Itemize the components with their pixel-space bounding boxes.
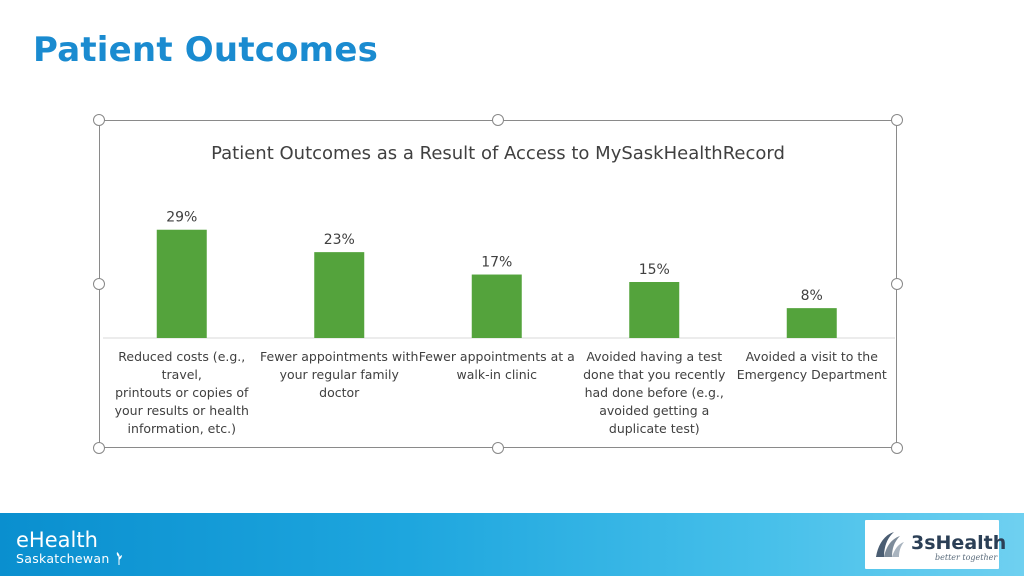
- category-label-5: Avoided a visit to the Emergency Departme…: [732, 348, 892, 384]
- category-label-line: walk-in clinic: [456, 367, 538, 382]
- chart-title: Patient Outcomes as a Result of Access t…: [211, 143, 785, 164]
- wheat-icon: [116, 552, 122, 565]
- category-label-line: avoided getting a: [599, 403, 710, 418]
- resize-handle[interactable]: [891, 442, 903, 454]
- resize-handle[interactable]: [93, 442, 105, 454]
- data-label-4: 15%: [639, 262, 670, 278]
- slide-title: Patient Outcomes: [33, 30, 379, 70]
- category-label-line: printouts or copies of: [115, 385, 249, 400]
- category-label-4: Avoided having a test done that you recen…: [574, 348, 734, 438]
- data-label-1: 29%: [166, 210, 197, 226]
- chart-frame[interactable]: Patient Outcomes as a Result of Access t…: [99, 120, 897, 448]
- bar-1[interactable]: [156, 229, 207, 338]
- partner-logo: 3sHealth better together: [865, 520, 1006, 569]
- bar-4[interactable]: [629, 282, 680, 338]
- resize-handle[interactable]: [891, 278, 903, 290]
- category-label-line: Fewer appointments with: [260, 349, 419, 364]
- category-label-line: Avoided a visit to the: [745, 349, 878, 364]
- chart-plot-area: 29% 23% 17% 15% 8%: [103, 210, 895, 339]
- bar-2[interactable]: [314, 252, 365, 338]
- partner-tagline: better together: [935, 553, 998, 562]
- footer-bar: eHealth Saskatchewan 3sHealth better tog…: [0, 513, 1024, 576]
- category-label-1: Reduced costs (e.g., travel, printouts or…: [102, 348, 262, 438]
- data-label-2: 23%: [324, 232, 355, 248]
- resize-handle[interactable]: [492, 442, 504, 454]
- resize-handle[interactable]: [891, 114, 903, 126]
- data-label-3: 17%: [481, 255, 512, 271]
- brand-name: eHealth: [16, 528, 98, 552]
- resize-handle[interactable]: [93, 114, 105, 126]
- resize-handle[interactable]: [492, 114, 504, 126]
- brand-subtitle: Saskatchewan: [16, 551, 124, 566]
- data-label-5: 8%: [801, 288, 823, 304]
- resize-handle[interactable]: [93, 278, 105, 290]
- partner-name: 3sHealth: [911, 532, 1007, 554]
- category-label-line: Emergency Department: [736, 367, 887, 382]
- category-label-line: your regular family doctor: [279, 367, 399, 400]
- bar-3[interactable]: [471, 274, 522, 338]
- category-label-line: your results or health: [114, 403, 249, 418]
- category-label-line: done that you recently: [583, 367, 726, 382]
- category-label-line: Avoided having a test: [586, 349, 723, 364]
- brand-region: Saskatchewan: [16, 551, 110, 566]
- category-label-line: Fewer appointments at a: [418, 349, 575, 364]
- category-label-line: Reduced costs (e.g., travel,: [118, 349, 246, 382]
- ehealth-logo: eHealth Saskatchewan: [16, 529, 124, 566]
- category-label-line: had done before (e.g.,: [584, 385, 724, 400]
- category-label-2: Fewer appointments with your regular fami…: [259, 348, 419, 402]
- bar-5[interactable]: [786, 308, 837, 338]
- category-label-line: information, etc.): [127, 421, 236, 436]
- category-label-3: Fewer appointments at a walk-in clinic: [417, 348, 577, 384]
- 3shealth-mark-icon: [876, 532, 904, 557]
- category-label-line: duplicate test): [608, 421, 700, 436]
